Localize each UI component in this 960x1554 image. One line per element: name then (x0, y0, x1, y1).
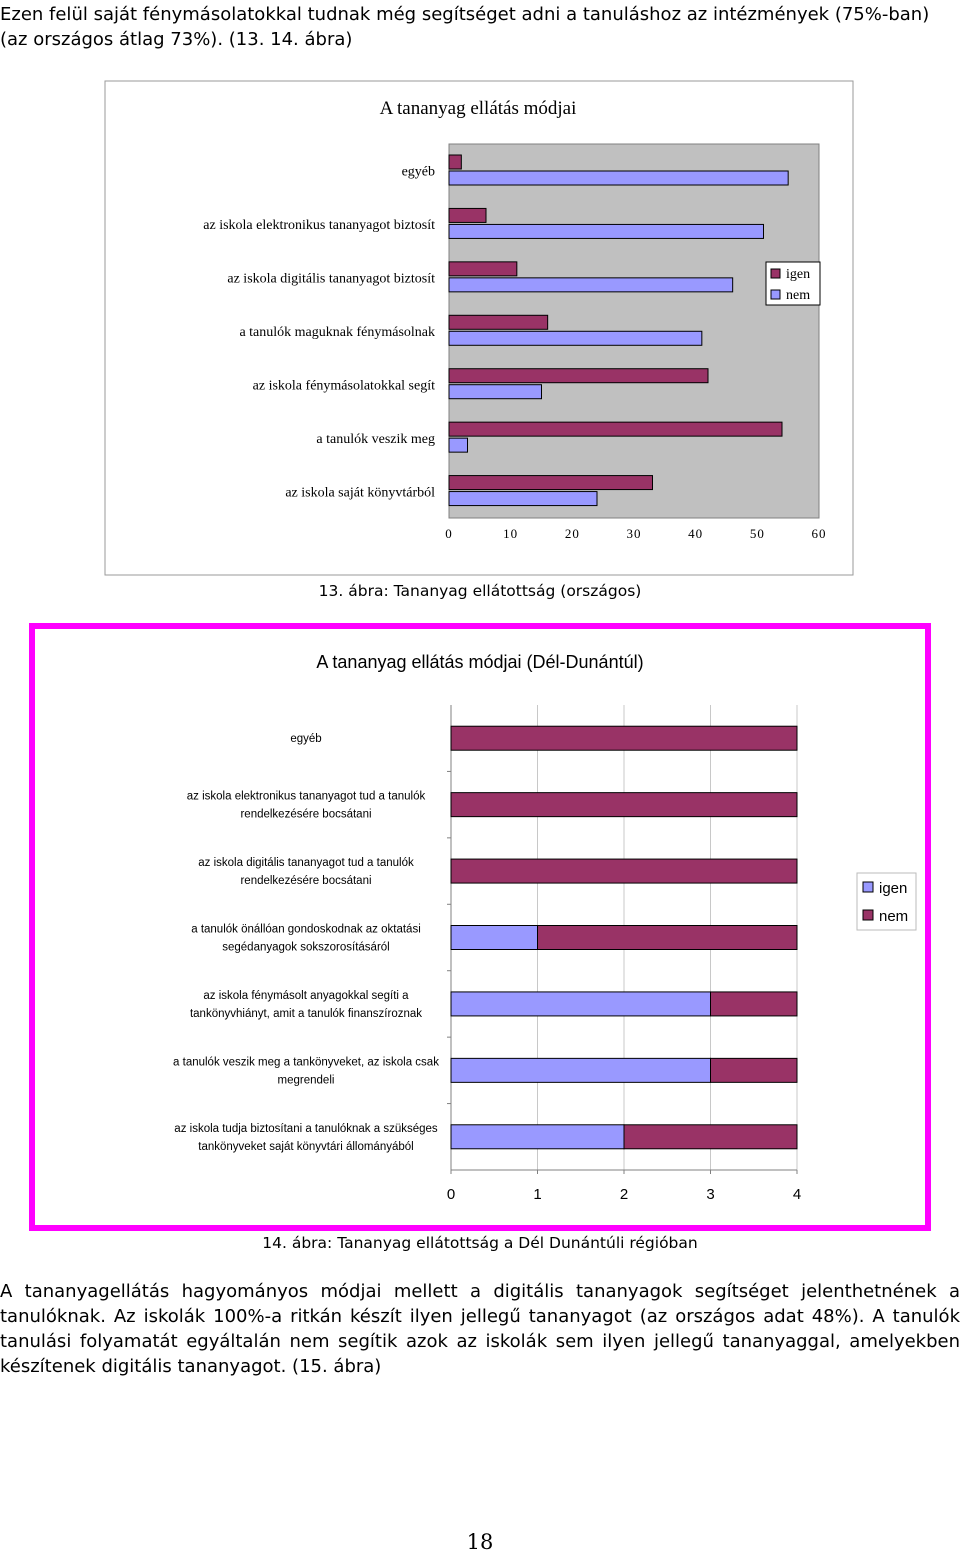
bar-igen (448, 421, 783, 437)
category-label: rendelkezésére bocsátani (240, 875, 371, 887)
bar-nem (450, 858, 798, 884)
body-paragraph: A tananyagellátás hagyományos módjai mel… (0, 1281, 960, 1377)
category-label: tankönyveket saját könyvtári állományábó… (198, 1141, 413, 1153)
x-tick-label: 60 (812, 526, 827, 541)
legend-swatch-igen (862, 881, 874, 893)
bar-nem (448, 170, 789, 186)
category-label: a tanulók maguknak fénymásolnak (239, 325, 435, 340)
bar-nem (710, 991, 798, 1017)
bar-nem (450, 792, 798, 818)
bar-igen (450, 925, 538, 950)
x-tick-label: 0 (445, 526, 453, 541)
category-label: tankönyvhiányt, amit a tanulók finanszír… (190, 1008, 422, 1020)
bar-igen (448, 368, 709, 384)
category-label: az iskola elektronikus tananyagot biztos… (203, 218, 435, 233)
x-tick-label: 0 (447, 1186, 455, 1203)
bar-nem (448, 491, 598, 507)
figure-13-caption: 13. ábra: Tananyag ellátottság (országos… (318, 582, 642, 600)
x-tick-label: 3 (706, 1186, 714, 1203)
x-tick-label: 30 (627, 526, 642, 541)
category-label: a tanulók veszik meg a tankönyveket, az … (173, 1056, 439, 1068)
bar-nem (450, 725, 798, 751)
legend-label-nem: nem (786, 288, 810, 303)
legend-label-igen: igen (879, 880, 907, 897)
category-label: egyéb (402, 165, 435, 180)
category-label: a tanulók önállóan gondoskodnak az oktat… (191, 924, 421, 936)
chart-title: A tananyag ellátás módjai (380, 98, 577, 119)
category-label: rendelkezésére bocsátani (240, 809, 371, 821)
category-label: az iskola tudja biztosítani a tanulóknak… (174, 1123, 438, 1135)
bar-nem (448, 384, 542, 400)
figure-14-caption: 14. ábra: Tananyag ellátottság a Dél Dun… (262, 1234, 698, 1252)
bar-igen (450, 991, 711, 1017)
x-tick-label: 4 (793, 1186, 801, 1203)
bar-nem (448, 330, 703, 346)
category-label: az iskola digitális tananyagot tud a tan… (198, 857, 414, 869)
legend-swatch-nem (770, 289, 781, 300)
category-label: az iskola fénymásolt anyagokkal segíti a (203, 990, 409, 1002)
bar-igen (448, 154, 462, 170)
category-label: az iskola elektronikus tananyagot tud a … (187, 791, 426, 803)
category-label: az iskola saját könyvtárból (285, 485, 435, 500)
legend-label-igen: igen (786, 267, 810, 282)
category-label: megrendeli (278, 1074, 335, 1086)
x-tick-label: 1 (533, 1186, 541, 1203)
category-label: egyéb (290, 733, 321, 745)
x-tick-label: 20 (565, 526, 580, 541)
legend-swatch-igen (770, 268, 781, 279)
bar-igen (448, 314, 549, 330)
bar-igen (448, 207, 487, 223)
intro-paragraph: Ezen felül saját fénymásolatokkal tudnak… (0, 4, 930, 50)
x-tick-label: 40 (688, 526, 703, 541)
legend-swatch-nem (862, 909, 874, 921)
bar-nem (448, 437, 468, 453)
category-label: az iskola fénymásolatokkal segít (253, 378, 435, 393)
bar-nem (448, 277, 734, 293)
x-tick-label: 50 (750, 526, 765, 541)
bar-igen (450, 1057, 711, 1083)
bar-nem (710, 1057, 798, 1083)
x-tick-label: 10 (503, 526, 518, 541)
category-label: az iskola digitális tananyagot biztosít (227, 272, 435, 287)
bar-nem (623, 1124, 798, 1150)
bar-igen (448, 261, 518, 277)
legend-label-nem: nem (879, 908, 908, 925)
chart-title: A tananyag ellátás módjai (Dél-Dunántúl) (316, 652, 643, 672)
bar-nem (537, 925, 798, 950)
chart-national: A tananyag ellátás módjai egyéb az iskola … (104, 80, 854, 576)
bar-igen (448, 475, 653, 491)
bar-nem (448, 223, 764, 239)
category-label: segédanyagok sokszorosításáról (222, 942, 390, 954)
bar-igen (450, 1124, 625, 1150)
category-label: a tanulók veszik meg (316, 432, 435, 447)
page-number: 18 (466, 1530, 494, 1554)
x-tick-label: 2 (620, 1186, 628, 1203)
